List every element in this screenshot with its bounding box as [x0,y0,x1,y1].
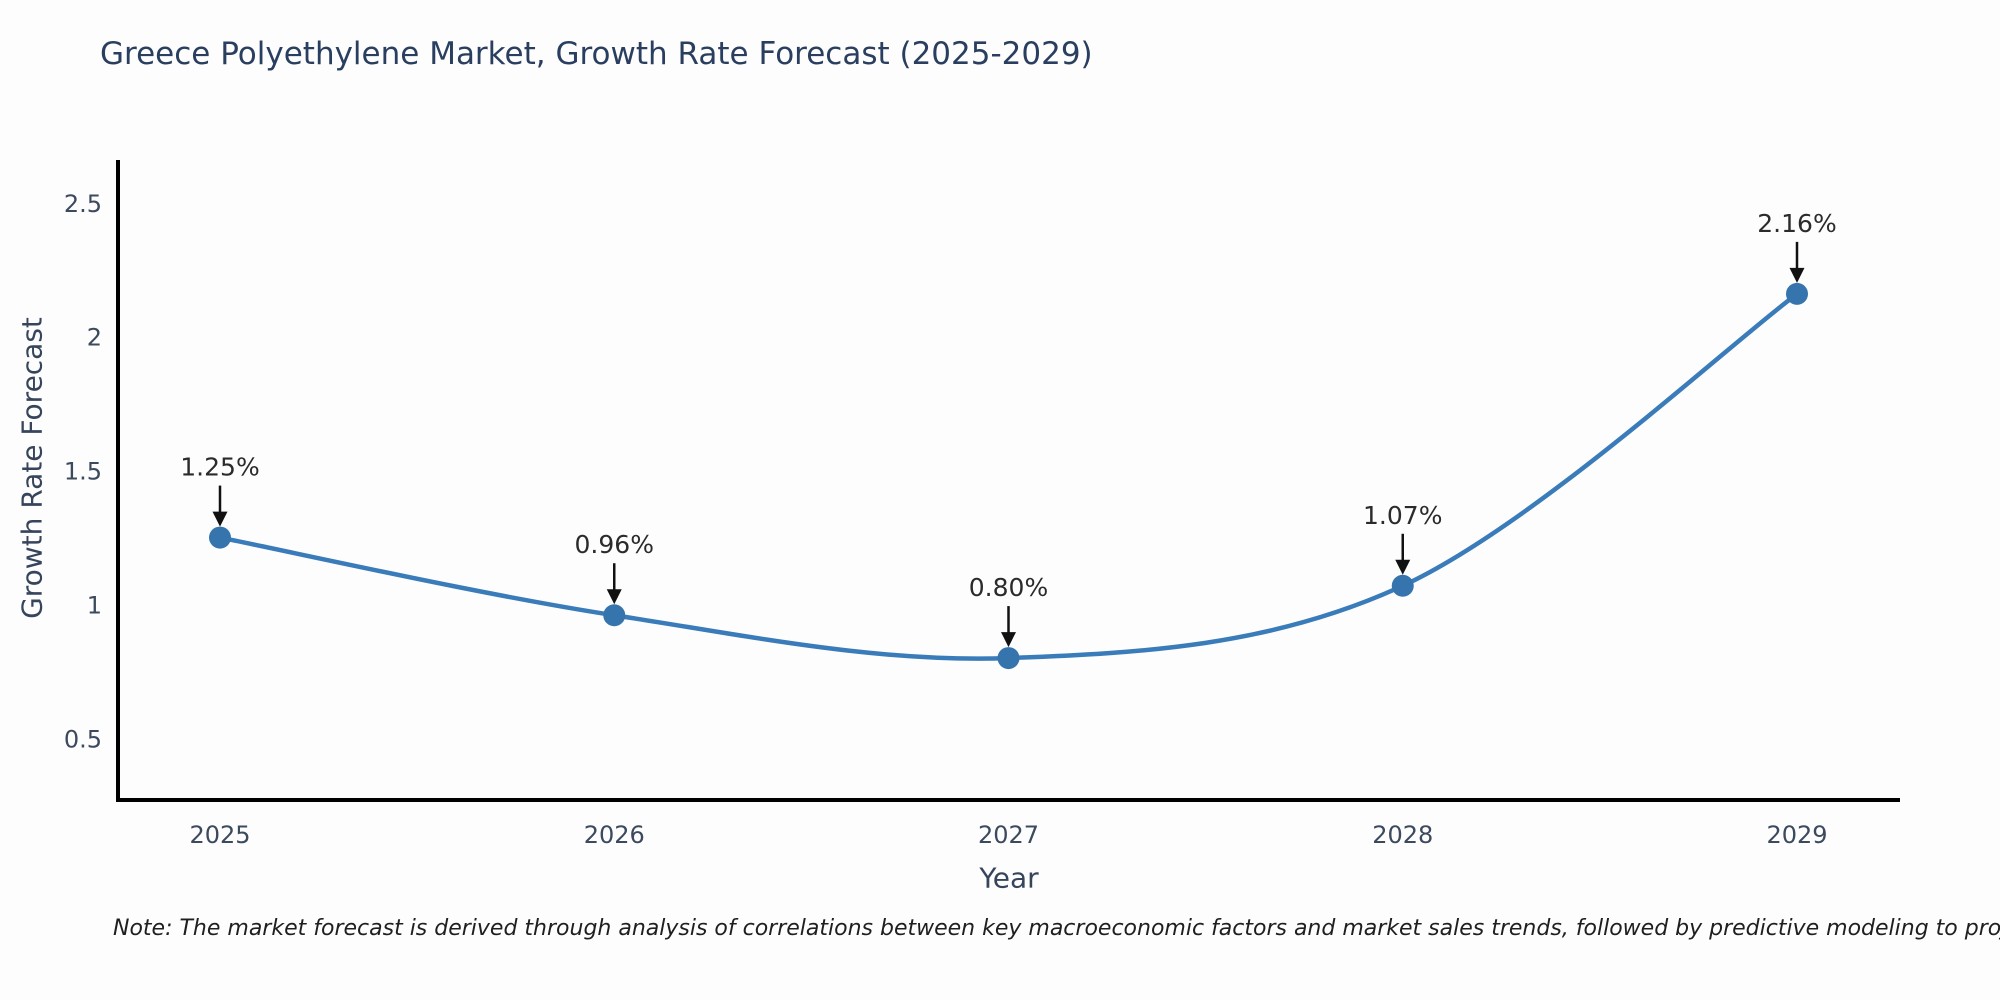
data-point [603,604,626,627]
x-tick-label: 2028 [1372,821,1433,849]
data-point-label: 2.16% [1757,209,1836,238]
x-tick-label: 2026 [584,821,645,849]
x-tick-label: 2025 [189,821,250,849]
annotation-arrow-head [1789,267,1805,283]
data-point [1786,282,1808,305]
annotation-arrow-head [212,511,228,527]
data-point-label: 0.80% [969,573,1048,602]
y-tick-label: 2.5 [64,190,102,218]
data-point-label: 0.96% [575,530,654,559]
footnote: Note: The market forecast is derived thr… [113,916,2000,941]
x-tick-label: 2027 [978,821,1039,849]
annotation-arrow-head [1395,559,1411,575]
annotation-arrow-head [606,589,622,605]
annotation-arrow-head [1001,632,1016,648]
axis-spines [116,160,1900,802]
chart-title: Greece Polyethylene Market, Growth Rate … [100,36,1093,72]
data-point [1391,574,1414,597]
y-tick-label: 0.5 [64,725,102,753]
data-point [209,526,231,549]
x-axis-title: Year [979,861,1039,895]
data-point-label: 1.07% [1363,501,1442,530]
y-tick-label: 1.5 [64,458,102,486]
y-tick-label: 2 [87,324,102,352]
data-point-label: 1.25% [180,453,259,482]
data-point [997,647,1020,670]
x-tick-label: 2029 [1766,821,1827,849]
y-tick-label: 1 [87,592,102,620]
trend-line [217,291,1800,661]
